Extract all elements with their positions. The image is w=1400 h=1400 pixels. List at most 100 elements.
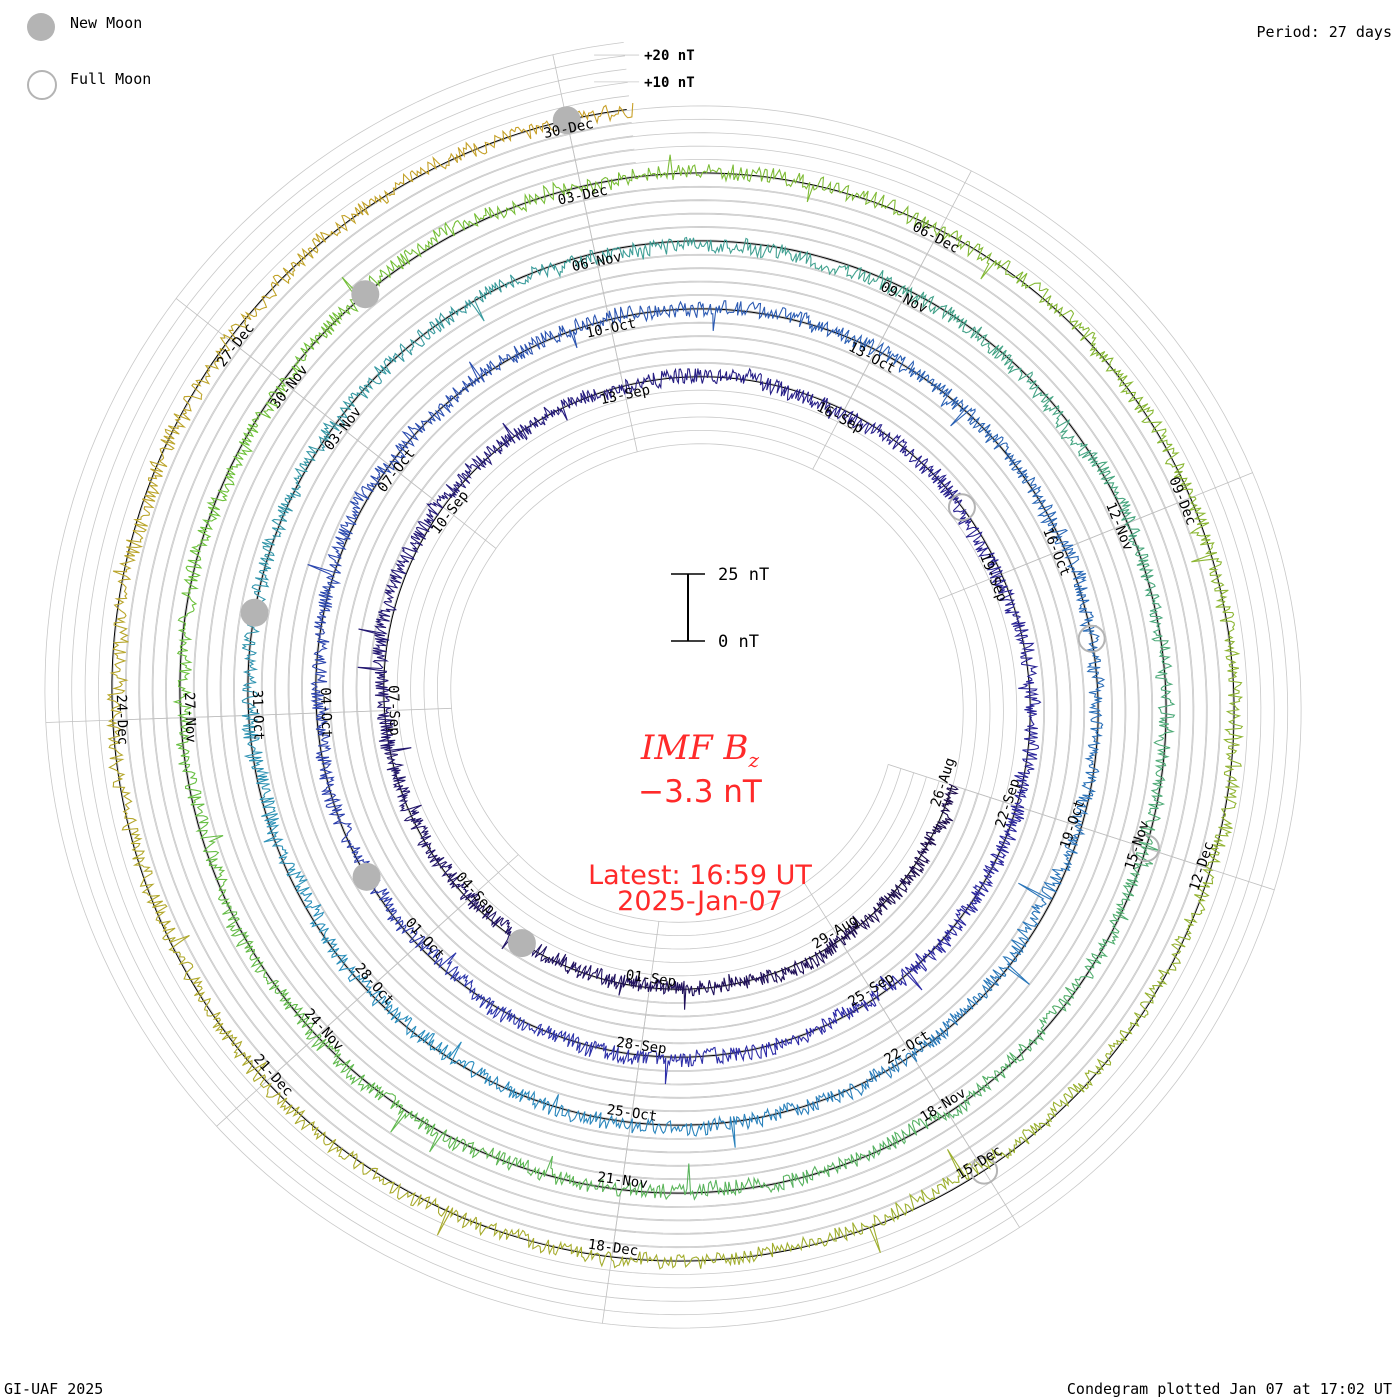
bz-trace-segment — [1038, 288, 1114, 364]
date-label: 13-Sep — [599, 382, 652, 408]
date-label: 30-Dec — [542, 116, 595, 142]
bz-trace-segment — [774, 949, 828, 984]
radial-ticks — [45, 54, 1275, 1324]
bz-trace-segment — [1223, 640, 1245, 743]
bz-trace-segment — [1091, 461, 1141, 546]
bz-trace-segment — [970, 326, 1042, 399]
bz-trace-segment — [409, 1110, 496, 1160]
bz-trace-segment — [243, 733, 278, 817]
bz-trace-segment — [1151, 633, 1176, 725]
bz-trace-segment — [947, 1052, 1025, 1119]
bz-trace-segment — [549, 306, 625, 349]
bz-trace-segment — [181, 513, 218, 612]
bz-trace-segment — [468, 181, 565, 227]
bz-trace-segment — [930, 979, 993, 1046]
bz-trace-segment — [895, 285, 976, 339]
bz-trace-segment — [1213, 741, 1242, 847]
bz-trace-segment — [625, 1117, 710, 1137]
bz-trace-segment — [427, 854, 475, 901]
bz-trace-segment — [908, 448, 961, 501]
grid-spiral — [124, 122, 1222, 1249]
bz-trace-segment — [792, 1003, 856, 1046]
bz-trace-segment — [727, 1035, 794, 1063]
bz-trace-segment — [547, 1094, 627, 1129]
bz-trace-segment — [240, 233, 322, 322]
bz-trace-segment — [251, 342, 315, 428]
bz-trace-segment — [310, 679, 332, 751]
bz-trace-segment — [698, 300, 774, 331]
bz-trace-segment — [1021, 476, 1069, 545]
bz-trace-segment — [623, 300, 700, 323]
bz-trace-segment — [786, 1082, 867, 1116]
title-subscript: z — [748, 747, 760, 772]
bz-trace-segment — [1039, 392, 1099, 467]
bz-trace-segment — [785, 1214, 887, 1254]
bz-trace-segment — [141, 412, 191, 516]
bz-trace-segment — [989, 805, 1025, 868]
bz-trace-segment — [864, 1036, 938, 1089]
bz-trace-segment — [1059, 1028, 1133, 1108]
bz-trace-segment — [130, 833, 176, 939]
bz-trace-segment — [475, 1216, 578, 1256]
bz-trace-segment — [106, 618, 129, 728]
spiral-grid — [44, 42, 1302, 1329]
bz-trace-segment — [467, 979, 525, 1031]
bz-trace-segment — [467, 892, 513, 940]
bz-trace-segment — [852, 418, 915, 457]
bz-trace-segment — [764, 168, 865, 203]
title-main: IMF B — [640, 728, 749, 768]
new-moon-marker — [351, 280, 380, 309]
bz-trace-segment — [377, 1176, 477, 1236]
credit-label: GI-UAF 2025 — [4, 1380, 104, 1398]
bz-trace-segment — [390, 521, 433, 579]
bz-trace-segment — [379, 219, 470, 279]
bz-trace-segment — [338, 473, 382, 540]
bz-trace-segment — [1079, 616, 1106, 696]
bz-trace-segment — [427, 361, 488, 422]
grid-spiral — [98, 95, 1248, 1275]
bz-trace-segment — [374, 419, 433, 475]
bz-trace-segment — [176, 706, 202, 806]
bz-trace-segment — [955, 230, 1041, 291]
bz-trace-segment — [206, 423, 259, 517]
bz-trace-segment — [884, 1149, 980, 1223]
bz-trace-segment — [664, 980, 720, 1010]
bz-trace-segment — [1064, 771, 1098, 848]
bz-trace-segment — [1018, 978, 1082, 1056]
bz-trace-segment — [1061, 541, 1094, 618]
bz-trace-segment — [311, 608, 331, 681]
bz-trace-segment — [307, 536, 347, 610]
bz-trace-segment — [190, 803, 228, 900]
scale-bar: +20 nT +10 nT 25 nT 0 nT — [594, 48, 769, 652]
moon-markers — [240, 106, 1160, 1185]
date-label: 10-Oct — [585, 315, 638, 341]
bz-trace-segment — [863, 190, 958, 242]
grid-spiral — [165, 162, 1181, 1208]
grid-spiral — [84, 82, 1262, 1289]
bz-trace-segment — [1191, 539, 1235, 642]
bz-trace-segment — [586, 1178, 682, 1201]
date-labels: 26-Aug29-Aug01-Sep04-Sep07-Sep10-Sep13-S… — [113, 116, 1218, 1260]
grid-spiral — [57, 55, 1289, 1316]
bz-trace-segment — [907, 924, 963, 975]
full-moon-icon — [27, 70, 57, 100]
date-label: 31-Oct — [249, 690, 267, 741]
bz-trace-segment — [718, 969, 776, 993]
bz-trace-segment — [370, 879, 418, 944]
bz-trace-segment — [664, 154, 766, 183]
bz-trace-segment — [984, 552, 1016, 614]
bz-trace-segment — [576, 1246, 683, 1270]
bz-trace-segment — [824, 915, 871, 959]
date-label: 16-Sep — [814, 399, 866, 437]
bz-trace-segment — [300, 892, 349, 966]
bz-trace-segment — [558, 953, 613, 989]
bz-trace-segment — [681, 1242, 787, 1269]
bz-trace-segment — [812, 262, 898, 295]
grid-spiral — [71, 68, 1275, 1302]
bz-trace-segment — [1018, 674, 1042, 742]
bz-trace-segment — [610, 973, 666, 996]
bz-trace-segment — [358, 574, 403, 635]
bz-trace-segment — [658, 1046, 729, 1085]
bz-trace-segment — [112, 514, 150, 620]
full-moon-marker — [1131, 834, 1160, 863]
